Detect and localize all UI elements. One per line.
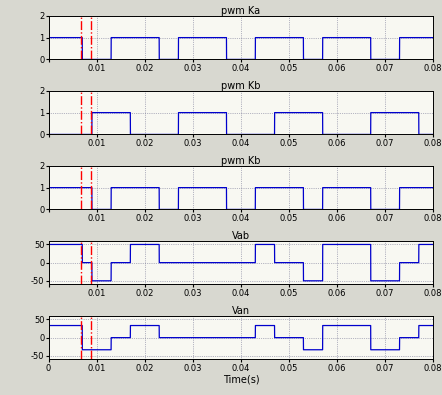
Title: pwm Kb: pwm Kb bbox=[221, 81, 261, 91]
Title: Van: Van bbox=[232, 306, 250, 316]
Title: Vab: Vab bbox=[232, 231, 250, 241]
Title: pwm Kb: pwm Kb bbox=[221, 156, 261, 166]
Title: pwm Ka: pwm Ka bbox=[221, 6, 260, 16]
X-axis label: Time(s): Time(s) bbox=[223, 374, 259, 384]
